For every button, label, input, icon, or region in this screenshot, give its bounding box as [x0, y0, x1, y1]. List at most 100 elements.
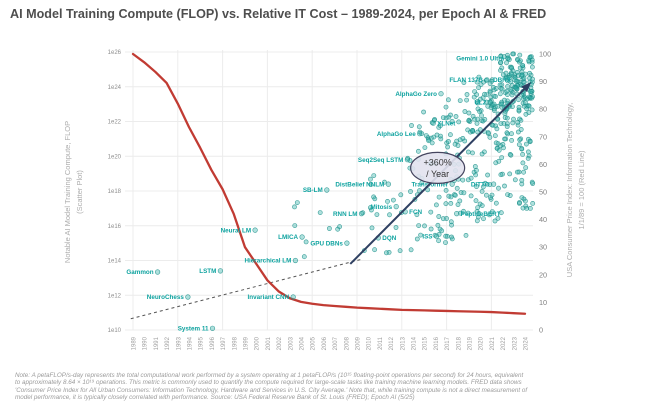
- scatter-point: [445, 97, 451, 103]
- scatter-point: [498, 172, 504, 178]
- scatter-point: [436, 194, 442, 200]
- scatter-point: [393, 225, 399, 230]
- scatter-point: [515, 120, 520, 125]
- y-left-axis-title: Notable AI Model Training Compute, FLOP: [63, 121, 72, 263]
- scatter-point: [443, 187, 449, 193]
- x-tick-label: 2013: [400, 336, 406, 350]
- scatter-point: [476, 210, 482, 216]
- chart-title: AI Model Training Compute (FLOP) vs. Rel…: [10, 7, 547, 21]
- scatter-point: [495, 215, 501, 221]
- model-label: NeuroChess: [147, 294, 185, 301]
- scatter-point: [390, 197, 396, 203]
- scatter-point: [367, 205, 373, 211]
- scatter-point: [460, 135, 466, 141]
- scatter-point: [449, 234, 454, 240]
- scatter-point: [464, 97, 469, 103]
- scatter-point: [482, 117, 488, 122]
- scatter-point: [523, 165, 529, 171]
- footnote: Note: A petaFLOP/s-day represents the to…: [15, 372, 655, 402]
- x-tick-label: 2010: [367, 336, 373, 350]
- scatter-point: [498, 54, 504, 59]
- x-tick-label: 1995: [199, 336, 205, 350]
- scatter-point: [485, 130, 491, 136]
- scatter-point: [457, 137, 463, 143]
- scatter-point-labeled: [344, 240, 350, 246]
- model-label: LMICA: [278, 234, 298, 241]
- scatter-point: [408, 189, 413, 194]
- scatter-point: [499, 101, 505, 107]
- scatter-point: [476, 85, 481, 90]
- scatter-point: [490, 122, 496, 128]
- scatter-point: [520, 79, 526, 85]
- scatter-point: [460, 177, 466, 183]
- scatter-point: [521, 169, 526, 175]
- x-tick-label: 1994: [188, 336, 194, 350]
- model-label: System 11: [178, 325, 209, 332]
- scatter-point: [487, 88, 493, 94]
- x-tick-label: 2001: [266, 336, 272, 350]
- scatter-point: [409, 123, 414, 128]
- scatter-point: [471, 94, 477, 100]
- x-tick-label: 2000: [255, 336, 261, 350]
- scatter-point-labeled: [512, 77, 518, 83]
- scatter-point-labeled: [454, 211, 460, 217]
- scatter-point: [483, 192, 489, 198]
- scatter-point: [488, 195, 493, 200]
- scatter-point: [487, 81, 493, 86]
- scatter-point: [301, 254, 307, 260]
- scatter-point: [502, 115, 508, 120]
- model-label: DistBelief NNLM: [335, 181, 384, 188]
- scatter-point: [428, 209, 434, 215]
- scatter-point: [479, 113, 484, 118]
- scatter-point: [475, 100, 481, 106]
- scatter-point: [414, 236, 420, 242]
- scatter-point: [479, 151, 485, 157]
- scatter-point: [499, 86, 505, 92]
- scatter-point: [508, 87, 514, 93]
- y-left-tick-label: 1e14: [108, 259, 122, 265]
- scatter-point: [326, 226, 332, 231]
- scatter-point: [474, 121, 480, 126]
- x-tick-label: 1996: [210, 336, 216, 350]
- scatter-point: [449, 118, 455, 124]
- scatter-point: [433, 202, 439, 208]
- scatter-point: [425, 187, 431, 193]
- scatter-point: [474, 184, 479, 189]
- scatter-point: [368, 207, 374, 213]
- scatter-point: [518, 58, 523, 64]
- scatter-point: [502, 183, 507, 189]
- scatter-point: [496, 147, 502, 153]
- scatter-point: [440, 115, 446, 120]
- x-tick-label: 2018: [456, 336, 462, 350]
- scatter-point: [504, 88, 510, 94]
- scatter-point-labeled: [487, 99, 493, 105]
- scatter-point: [369, 225, 375, 231]
- scatter-point: [434, 132, 440, 138]
- scatter-point: [455, 143, 461, 148]
- scatter-point: [498, 121, 504, 126]
- scatter-point: [457, 210, 463, 216]
- scatter-point-labeled: [252, 227, 258, 233]
- scatter-point: [418, 232, 423, 238]
- x-tick-label: 2007: [333, 336, 339, 350]
- scatter-point-labeled: [209, 325, 216, 331]
- scatter-point: [398, 192, 404, 198]
- y-right-axis-title-line2: 1/1/89 = 100 (Red Line): [577, 150, 586, 230]
- scatter-point: [462, 109, 468, 114]
- model-label: FLAN 137B: [449, 77, 483, 84]
- scatter-point: [465, 149, 471, 155]
- y-left-tick-label: 1e10: [108, 328, 122, 334]
- model-label: Seq2Seq LSTM: [358, 157, 404, 164]
- model-label: FCN: [409, 209, 422, 216]
- scatter-point: [492, 218, 498, 224]
- scatter-point: [528, 54, 534, 59]
- scatter-point: [421, 109, 426, 115]
- y-right-tick-label: 20: [539, 270, 547, 279]
- scatter-point: [428, 226, 434, 232]
- scatter-point: [438, 133, 443, 139]
- scatter-point: [519, 72, 525, 78]
- scatter-point: [526, 149, 531, 155]
- annotation-text-line2: / Year: [426, 169, 449, 179]
- scatter-point: [520, 63, 526, 68]
- scatter-point: [494, 126, 500, 132]
